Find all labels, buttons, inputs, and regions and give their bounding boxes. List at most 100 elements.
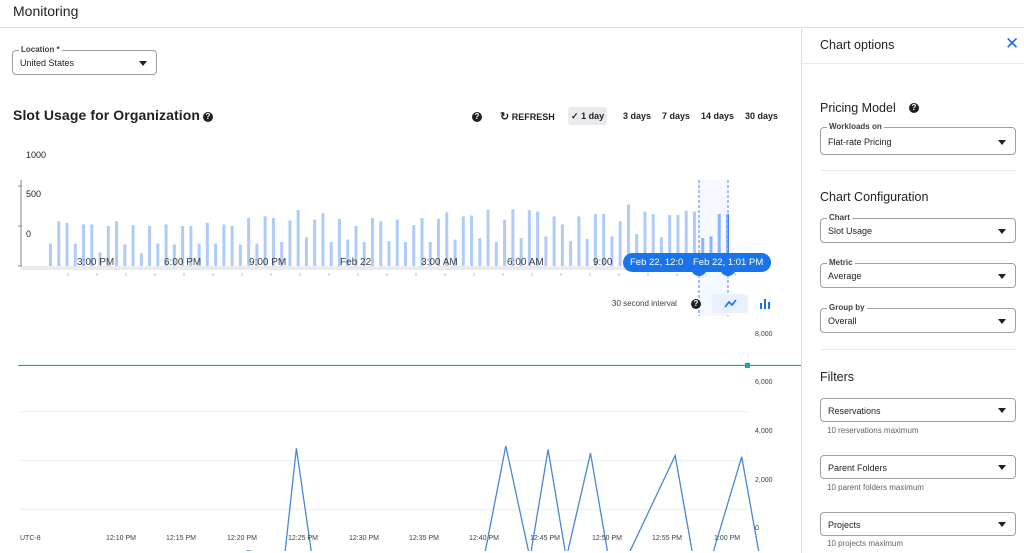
detail-x-tick: 12:20 PM bbox=[227, 535, 257, 542]
overview-bar bbox=[370, 218, 374, 266]
chevron-down-icon bbox=[998, 522, 1006, 527]
overview-bar bbox=[420, 218, 424, 266]
detail-x-tick: 1:00 PM bbox=[714, 535, 741, 542]
range-1-day-button[interactable]: ✓ 1 day bbox=[568, 107, 608, 125]
overview-bar bbox=[73, 243, 77, 266]
parent-folders-filter-select[interactable]: Parent Folders bbox=[820, 455, 1016, 479]
detail-x-tick: 12:55 PM bbox=[652, 535, 682, 542]
reservations-helper-text: 10 reservations maximum bbox=[827, 426, 919, 435]
overview-chart[interactable] bbox=[0, 129, 801, 349]
detail-x-tick: 12:25 PM bbox=[288, 535, 318, 542]
close-icon[interactable]: ✕ bbox=[1005, 34, 1020, 53]
overview-bar bbox=[593, 214, 597, 266]
overview-bar bbox=[131, 225, 135, 266]
overview-y-tick: 500 bbox=[26, 189, 42, 199]
group-by-label: Group by bbox=[827, 303, 867, 313]
location-label: Location * bbox=[19, 45, 62, 55]
overview-bar bbox=[255, 243, 259, 266]
range-14-days-button[interactable]: 14 days bbox=[701, 111, 735, 121]
overview-bar bbox=[519, 238, 523, 266]
overview-bar bbox=[453, 239, 457, 266]
metric-select[interactable]: Metric Average bbox=[820, 258, 1016, 288]
line-chart-icon bbox=[724, 299, 737, 308]
interval-label: 30 second interval bbox=[612, 299, 677, 308]
chart-type-label: Chart bbox=[827, 213, 852, 223]
overview-bar bbox=[684, 210, 688, 266]
overview-bar bbox=[437, 218, 441, 266]
chart-options-panel: Chart options ✕ Pricing Model ? Workload… bbox=[801, 29, 1024, 553]
overview-bar bbox=[329, 242, 333, 266]
chevron-down-icon bbox=[998, 140, 1006, 145]
main-content: Location * United States Slot Usage for … bbox=[0, 29, 801, 553]
overview-bar bbox=[321, 213, 325, 266]
refresh-button[interactable]: ↻ REFRESH bbox=[500, 110, 555, 123]
overview-bar bbox=[148, 226, 152, 266]
detail-x-tick: 12:50 PM bbox=[592, 535, 622, 542]
overview-bar bbox=[635, 234, 639, 266]
overview-bar bbox=[445, 212, 449, 266]
overview-bar bbox=[511, 209, 515, 266]
chart-type-select[interactable]: Chart Slot Usage bbox=[820, 213, 1016, 243]
reservations-filter-label: Reservations bbox=[828, 406, 881, 416]
overview-x-tick: 3:00 AM bbox=[421, 257, 458, 268]
help-icon[interactable]: ? bbox=[691, 299, 701, 309]
selection-end-label: Feb 22, 1:01 PM bbox=[686, 253, 771, 272]
overview-bar bbox=[247, 218, 251, 266]
overview-bar bbox=[90, 224, 94, 266]
overview-bar bbox=[139, 253, 143, 266]
location-value: United States bbox=[20, 58, 75, 68]
overview-bar bbox=[717, 214, 721, 266]
overview-bar bbox=[412, 225, 416, 266]
refresh-label: REFRESH bbox=[511, 112, 555, 122]
overview-bar bbox=[643, 211, 647, 266]
workloads-select[interactable]: Workloads on Flat-rate Pricing bbox=[820, 122, 1016, 155]
detail-y-tick: 8,000 bbox=[755, 331, 773, 338]
help-icon[interactable]: ? bbox=[909, 103, 919, 113]
reservations-filter-select[interactable]: Reservations bbox=[820, 398, 1016, 422]
range-30-days-button[interactable]: 30 days bbox=[745, 111, 779, 121]
overview-x-tick: Feb 22 bbox=[340, 257, 372, 268]
overview-bar bbox=[189, 226, 193, 266]
overview-x-tick: 6:00 AM bbox=[507, 257, 544, 268]
selection-window bbox=[699, 180, 728, 316]
workloads-value: Flat-rate Pricing bbox=[828, 137, 892, 147]
location-select[interactable]: Location * United States bbox=[12, 45, 157, 75]
chevron-down-icon bbox=[998, 319, 1006, 324]
projects-helper-text: 10 projects maximum bbox=[827, 539, 904, 548]
detail-y-tick: 6,000 bbox=[755, 379, 773, 386]
chevron-down-icon bbox=[998, 408, 1006, 413]
range-3-days-button[interactable]: 3 days bbox=[623, 111, 652, 121]
overview-bar bbox=[659, 237, 663, 266]
overview-bar bbox=[560, 224, 564, 266]
detail-x-tick: 12:15 PM bbox=[166, 535, 196, 542]
bar-view-toggle[interactable] bbox=[755, 295, 775, 313]
pricing-model-heading: Pricing Model bbox=[820, 101, 896, 115]
help-icon[interactable]: ? bbox=[472, 112, 482, 122]
overview-bar bbox=[115, 221, 119, 266]
range-7-days-button[interactable]: 7 days bbox=[662, 111, 691, 121]
group-by-select[interactable]: Group by Overall bbox=[820, 303, 1016, 333]
overview-bar bbox=[569, 241, 573, 266]
overview-bar bbox=[602, 214, 606, 266]
range-track bbox=[21, 266, 751, 270]
detail-line-chart[interactable] bbox=[0, 321, 801, 551]
overview-bar bbox=[676, 214, 680, 266]
line-view-toggle[interactable] bbox=[712, 294, 748, 313]
chevron-down-icon bbox=[139, 61, 147, 66]
parent-folders-helper-text: 10 parent folders maximum bbox=[827, 483, 924, 492]
overview-bar bbox=[106, 226, 110, 266]
overview-bar bbox=[164, 224, 168, 266]
overview-bar bbox=[296, 210, 300, 266]
overview-bar bbox=[461, 216, 465, 266]
metric-label: Metric bbox=[827, 258, 855, 268]
overview-x-tick: 9:00 PM bbox=[249, 257, 287, 268]
projects-filter-label: Projects bbox=[828, 520, 861, 530]
app-title: Monitoring bbox=[13, 3, 79, 19]
metric-value: Average bbox=[828, 271, 862, 281]
overview-bar bbox=[197, 243, 201, 266]
overview-bar bbox=[222, 224, 226, 266]
overview-bar bbox=[618, 221, 622, 266]
projects-filter-select[interactable]: Projects bbox=[820, 512, 1016, 536]
help-icon[interactable]: ? bbox=[203, 112, 213, 122]
bar-chart-icon bbox=[760, 299, 770, 309]
